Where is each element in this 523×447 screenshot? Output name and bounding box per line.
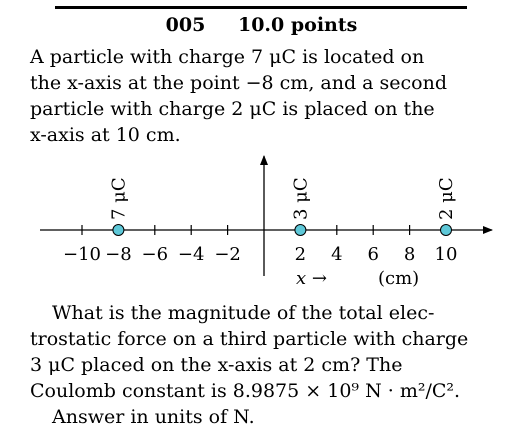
- question-line: Coulomb constant is 8.9875 × 10⁹ N · m²/…: [30, 380, 461, 402]
- tick-label: −6: [142, 244, 169, 265]
- question-line: trostatic force on a third particle with…: [30, 328, 469, 350]
- top-rule: [55, 6, 467, 9]
- unit-caption: (cm): [378, 268, 419, 289]
- charge-marker: [294, 224, 307, 236]
- problem-line: the x-axis at the point −8 cm, and a sec…: [30, 72, 448, 94]
- question-line: 3 μC placed on the x-axis at 2 cm? The: [30, 354, 403, 376]
- tick-label: −8: [105, 244, 132, 265]
- tick-label: −4: [178, 244, 205, 265]
- tick-label: −10: [63, 244, 101, 265]
- charge-label: 2 μC: [436, 177, 457, 220]
- tick-label: 6: [367, 244, 378, 265]
- axis-caption: x →: [296, 268, 327, 289]
- charge-marker: [440, 224, 452, 236]
- charges: 7 μC 3 μC 2 μC: [108, 177, 457, 236]
- problem-statement: A particle with charge 7 μC is located o…: [30, 44, 447, 148]
- problem-points: 10.0 points: [237, 14, 358, 36]
- tick-label: −2: [214, 244, 241, 265]
- problem-line: particle with charge 2 μC is placed on t…: [30, 98, 435, 120]
- charge-label: 3 μC: [290, 177, 311, 220]
- problem-line: A particle with charge 7 μC is located o…: [30, 46, 425, 68]
- tick-label: 8: [404, 244, 415, 265]
- question-line: What is the magnitude of the total elec-: [52, 302, 435, 324]
- problem-header: 005 10.0 points: [0, 14, 523, 36]
- number-line-figure: −10 −8 −6 −4 −2 2 4 6 8 10 7 μC 3 μC 2 μC x → (cm): [40, 155, 493, 289]
- question-text: What is the magnitude of the total elec-…: [30, 300, 468, 430]
- tick-label: 2: [295, 244, 306, 265]
- problem-line: x-axis at 10 cm.: [30, 124, 181, 146]
- question-line: Answer in units of N.: [52, 406, 255, 428]
- tick-label: 10: [435, 244, 458, 265]
- problem-number: 005: [165, 14, 206, 36]
- charge-label: 7 μC: [108, 177, 129, 220]
- tick-label: 4: [331, 244, 342, 265]
- tick-labels: −10 −8 −6 −4 −2 2 4 6 8 10: [63, 244, 457, 265]
- charge-marker: [112, 224, 125, 236]
